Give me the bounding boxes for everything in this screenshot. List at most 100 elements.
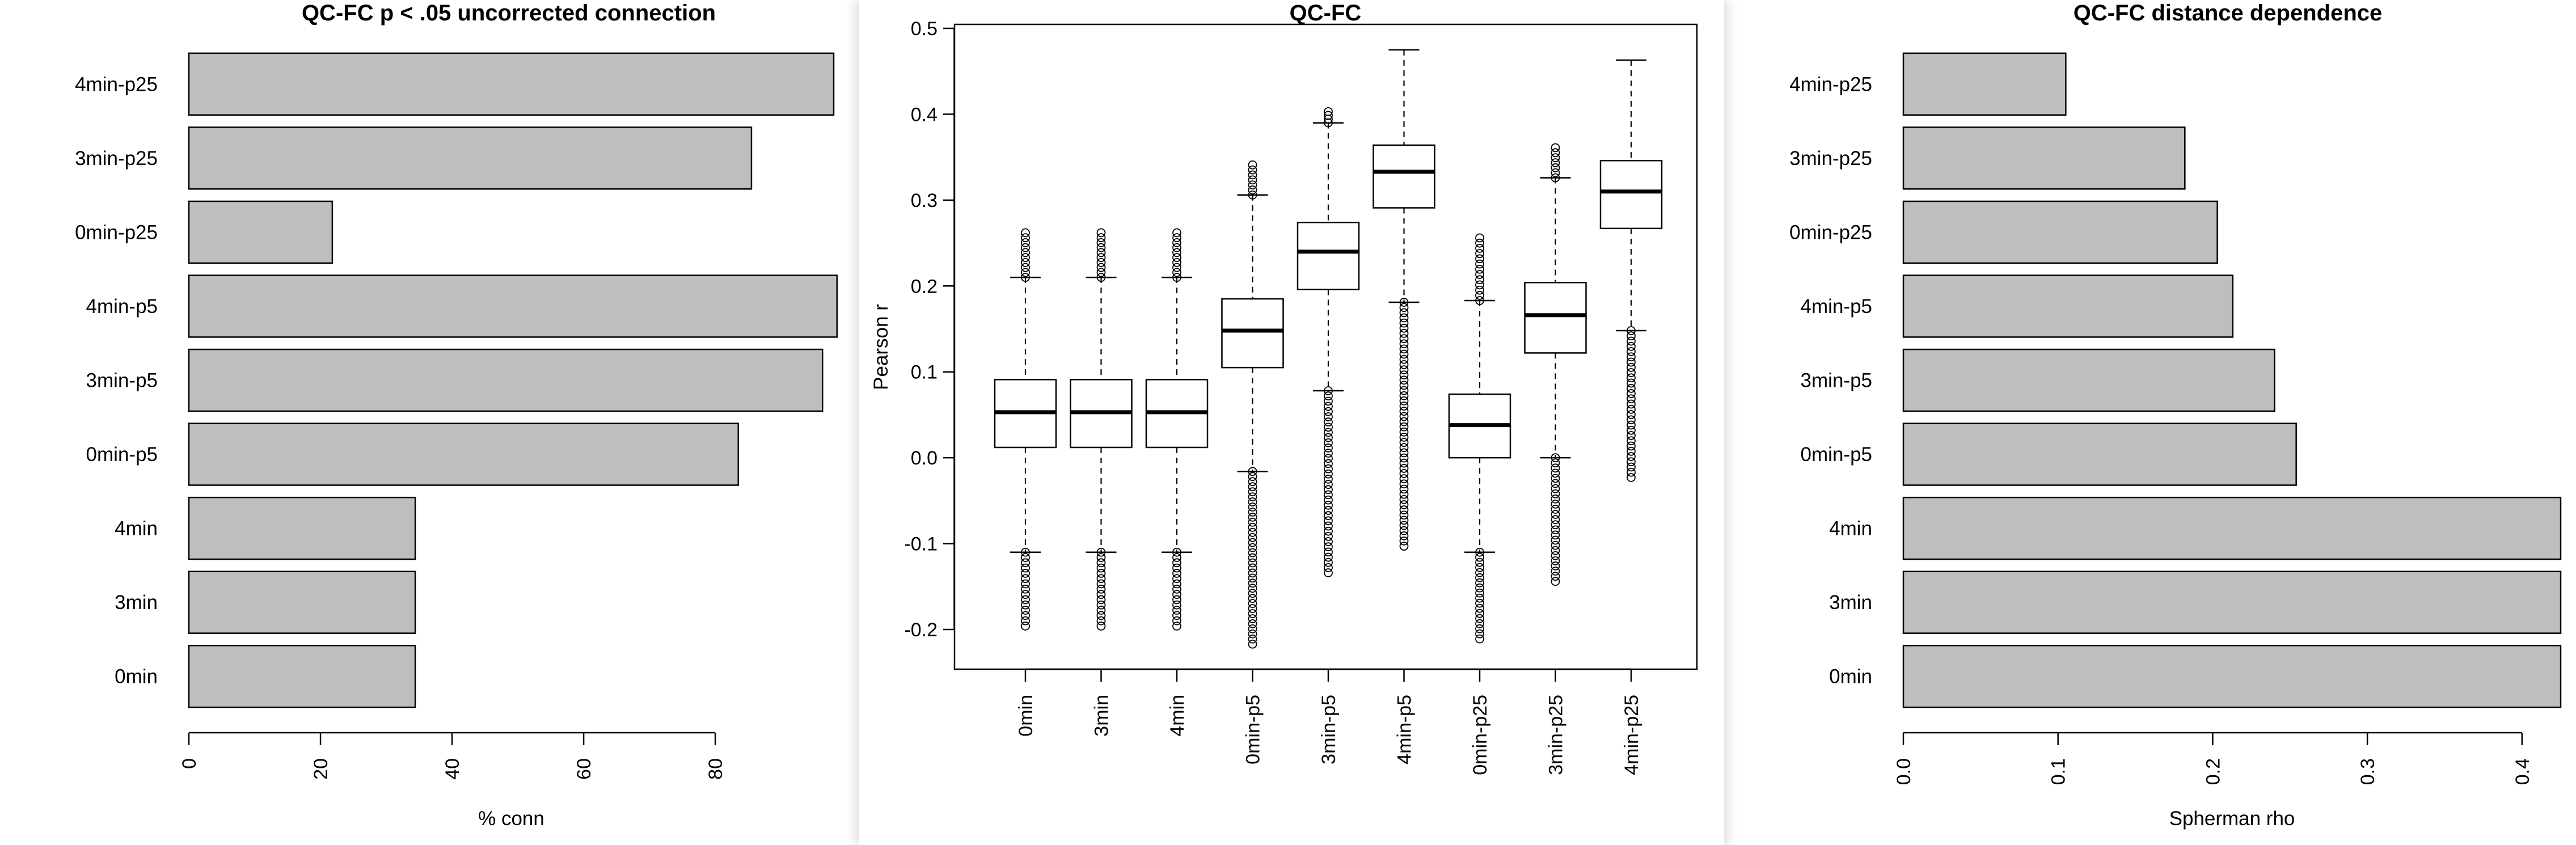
outlier-point-4min-p5: [1399, 386, 1409, 395]
outlier-point-4min: [1172, 574, 1181, 584]
x-tick-label-4min-p25: 4min-p25: [1621, 695, 1642, 775]
outlier-point-0min-p25: [1475, 238, 1484, 248]
bar-4min-p5: [188, 274, 838, 338]
bar-4min-p25: [1902, 52, 2067, 116]
outlier-point-4min-p5: [1399, 407, 1409, 416]
outlier-point-3min-p5: [1324, 542, 1333, 552]
outlier-point-0min: [1021, 253, 1030, 263]
outlier-point-4min: [1172, 253, 1181, 263]
box-3min-p25: [1524, 281, 1587, 354]
outlier-point-0min-p5: [1248, 614, 1257, 623]
x-axis-title: Spherman rho: [2169, 808, 2295, 830]
outlier-point-4min-p25: [1627, 462, 1636, 472]
outlier-point-0min-p5: [1248, 573, 1257, 583]
outlier-point-3min: [1096, 268, 1106, 277]
outlier-point-0min-p5: [1248, 619, 1257, 628]
outlier-point-3min-p5: [1324, 568, 1333, 577]
outlier-point-0min: [1021, 248, 1030, 257]
outlier-point-0min-p5: [1248, 634, 1257, 644]
outlier-point-3min-p25: [1551, 515, 1560, 525]
outlier-point-4min-p5: [1399, 381, 1409, 390]
outlier-point-3min-p25: [1551, 546, 1560, 555]
outlier-point-0min-p5: [1248, 502, 1257, 512]
outlier-point-3min: [1096, 228, 1106, 238]
outlier-point-3min-p25: [1551, 463, 1560, 473]
outlier-point-3min-p25: [1551, 556, 1560, 565]
x-tick-label: 0.0: [1893, 758, 1915, 785]
outlier-point-0min: [1021, 257, 1030, 267]
bar-label-4min: 4min: [115, 518, 158, 540]
outlier-point-4min: [1172, 622, 1181, 631]
y-tick-label: 0.0: [911, 447, 938, 469]
box-4min-p25: [1599, 159, 1663, 230]
outlier-point-4min-p25: [1627, 425, 1636, 435]
outlier-point-0min-p5: [1248, 513, 1257, 522]
outlier-point-0min-p25: [1475, 233, 1484, 243]
outlier-point-0min-p5: [1248, 487, 1257, 497]
outlier-point-4min-p25: [1627, 415, 1636, 425]
outlier-point-0min: [1021, 563, 1030, 573]
x-tick-label-0min: 0min: [1015, 695, 1037, 737]
outlier-point-4min-p5: [1399, 469, 1409, 478]
outlier-point-3min-p25: [1551, 572, 1560, 581]
bar-label-3min-p5: 3min-p5: [1801, 370, 1872, 392]
outlier-point-0min-p25: [1475, 563, 1484, 572]
outlier-point-0min-p25: [1475, 578, 1484, 588]
outlier-point-3min-p25: [1551, 458, 1560, 468]
box-plot-qcfc: QC-FC -0.2 -0.1 0.0 0.1 0.2 0.3 0.4 0.5 Pearson r…: [870, 1, 1698, 775]
outlier-point-4min-p25: [1627, 331, 1636, 341]
bar-0min-p5: [1902, 422, 2297, 486]
outlier-point-4min: [1172, 243, 1181, 252]
outlier-point-0min: [1021, 606, 1030, 615]
outlier-point-4min-p25: [1627, 446, 1636, 456]
outlier-point-3min-p25: [1551, 510, 1560, 519]
outlier-point-0min-p5: [1248, 508, 1257, 517]
chart-title: QC-FC: [1290, 1, 1362, 26]
outlier-point-3min-p5: [1324, 506, 1333, 515]
outlier-point-0min-p5: [1248, 517, 1257, 527]
outlier-point-3min-p25: [1551, 163, 1560, 172]
outlier-point-4min-p25: [1627, 436, 1636, 446]
x-tick-label: 0.3: [2357, 758, 2379, 785]
outlier-point-3min-p5: [1324, 391, 1333, 401]
outlier-point-3min-p5: [1324, 490, 1333, 500]
outlier-point-4min-p25: [1627, 394, 1636, 404]
bar-label-4min: 4min: [1829, 518, 1872, 540]
outlier-point-0min: [1021, 233, 1030, 243]
outlier-point-4min: [1172, 268, 1181, 277]
outlier-point-3min-p5: [1324, 433, 1333, 442]
outlier-point-4min-p25: [1627, 352, 1636, 362]
outlier-point-0min-p5: [1248, 180, 1257, 190]
outlier-point-4min-p5: [1399, 308, 1409, 318]
outlier-point-3min-p5: [1324, 407, 1333, 416]
outlier-point-3min-p25: [1551, 479, 1560, 488]
bar-0min-p25: [188, 200, 333, 264]
outlier-point-4min: [1172, 553, 1181, 562]
outlier-point-4min-p25: [1627, 431, 1636, 440]
bar-label-4min-p25: 4min-p25: [1789, 73, 1872, 95]
outlier-point-4min-p5: [1399, 484, 1409, 494]
outlier-point-0min-p5: [1248, 594, 1257, 603]
outlier-point-0min-p5: [1248, 533, 1257, 542]
outlier-point-3min-p5: [1324, 557, 1333, 567]
outlier-point-3min: [1096, 584, 1106, 594]
outlier-point-0min-p5: [1248, 624, 1257, 633]
outlier-point-0min-p25: [1475, 244, 1484, 253]
outlier-point-0min-p5: [1248, 472, 1257, 481]
outlier-point-4min-p25: [1627, 441, 1636, 451]
outlier-point-4min: [1172, 558, 1181, 568]
outlier-point-4min-p25: [1627, 404, 1636, 414]
outlier-point-3min-p5: [1324, 547, 1333, 557]
outlier-point-0min-p25: [1475, 624, 1484, 633]
outlier-point-4min-p25: [1627, 420, 1636, 430]
outlier-point-0min-p5: [1248, 165, 1257, 175]
outlier-point-4min-p5: [1399, 453, 1409, 463]
outlier-point-0min-p5: [1248, 584, 1257, 593]
outlier-point-4min: [1172, 263, 1181, 272]
outlier-point-3min-p25: [1551, 474, 1560, 483]
x-tick-label-4min-p5: 4min-p5: [1394, 695, 1416, 764]
outlier-point-4min: [1172, 233, 1181, 243]
outlier-point-3min: [1096, 574, 1106, 584]
outlier-point-3min-p5: [1324, 511, 1333, 521]
bar-4min: [1902, 496, 2562, 560]
